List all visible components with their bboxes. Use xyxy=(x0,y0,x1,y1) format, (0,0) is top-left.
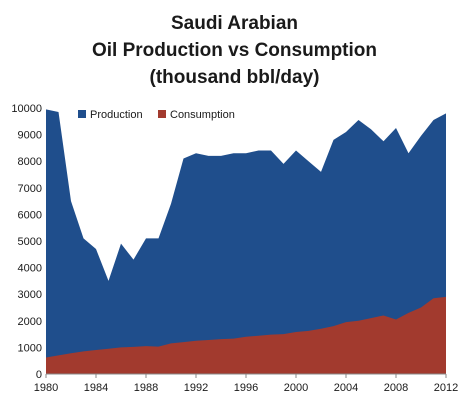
series-area-production xyxy=(46,109,446,374)
y-tick-label: 10000 xyxy=(11,103,42,115)
y-tick-label: 0 xyxy=(36,369,42,381)
x-tick-label: 1996 xyxy=(234,382,258,394)
x-tick-label: 2000 xyxy=(284,382,308,394)
series-area-consumption xyxy=(46,296,446,374)
x-tick-label: 2004 xyxy=(334,382,358,394)
y-tick-label: 3000 xyxy=(18,289,42,301)
y-tick-label: 2000 xyxy=(18,316,42,328)
legend-swatch-consumption xyxy=(158,110,166,118)
y-tick-label: 9000 xyxy=(18,130,42,142)
legend-label-production: Production xyxy=(90,109,143,121)
chart-title-line-2: Oil Production vs Consumption xyxy=(92,40,377,61)
x-tick-label: 2008 xyxy=(384,382,408,394)
y-tick-label: 7000 xyxy=(18,183,42,195)
y-tick-label: 4000 xyxy=(18,263,42,275)
x-tick-label: 1980 xyxy=(34,382,58,394)
y-tick-label: 1000 xyxy=(18,342,42,354)
x-tick-label: 1992 xyxy=(184,382,208,394)
x-tick-label: 2012 xyxy=(434,382,458,394)
y-tick-label: 5000 xyxy=(18,236,42,248)
y-tick-label: 6000 xyxy=(18,209,42,221)
x-tick-label: 1988 xyxy=(134,382,158,394)
y-tick-label: 8000 xyxy=(18,156,42,168)
chart-title-line-3: (thousand bbl/day) xyxy=(149,67,320,88)
legend-label-consumption: Consumption xyxy=(170,109,235,121)
x-tick-label: 1984 xyxy=(84,382,108,394)
chart-title-line-1: Saudi Arabian xyxy=(170,13,299,34)
legend-swatch-production xyxy=(78,110,86,118)
